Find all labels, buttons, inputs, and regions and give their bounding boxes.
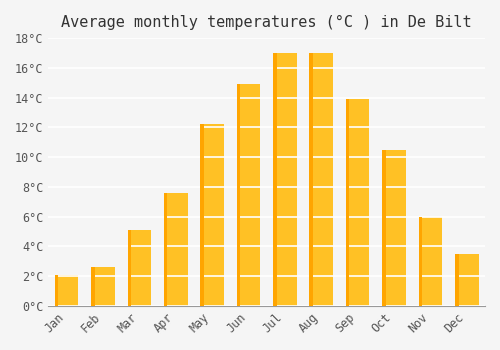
Bar — [164, 193, 188, 306]
Bar — [418, 217, 422, 306]
Title: Average monthly temperatures (°C ) in De Bilt: Average monthly temperatures (°C ) in De… — [62, 15, 472, 30]
Bar — [310, 53, 333, 306]
Bar — [236, 84, 260, 306]
Bar — [164, 193, 168, 306]
Bar — [91, 267, 94, 306]
Bar — [200, 124, 204, 306]
Bar — [200, 124, 224, 306]
Bar — [418, 217, 442, 306]
Bar — [54, 275, 58, 306]
Bar — [128, 230, 151, 306]
Bar — [455, 254, 478, 306]
Bar — [273, 53, 296, 306]
Bar — [128, 230, 131, 306]
Bar — [382, 150, 386, 306]
Bar — [54, 275, 78, 306]
Bar — [346, 99, 370, 306]
Bar — [91, 267, 115, 306]
Bar — [382, 150, 406, 306]
Bar — [236, 84, 240, 306]
Bar — [310, 53, 313, 306]
Bar — [455, 254, 458, 306]
Bar — [346, 99, 350, 306]
Bar — [273, 53, 276, 306]
